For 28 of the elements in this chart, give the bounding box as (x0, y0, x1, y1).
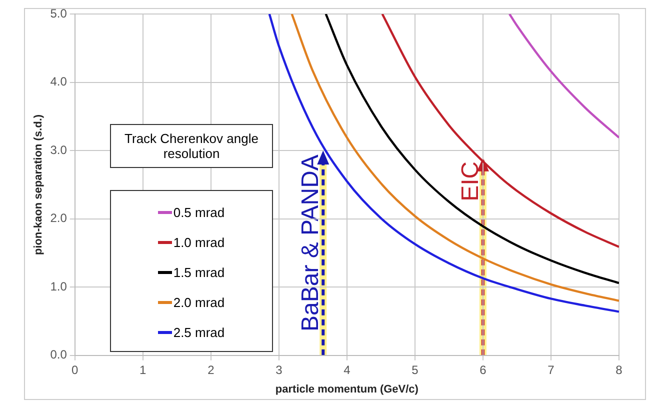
x-tick-label: 4 (344, 362, 351, 377)
x-tick-label: 6 (480, 362, 487, 377)
legend-label: 2.0 mrad (173, 294, 225, 310)
x-tick-label: 3 (276, 362, 283, 377)
x-tick-label: 0 (72, 362, 79, 377)
line-series (508, 14, 619, 139)
legend-label: 1.0 mrad (173, 234, 225, 250)
y-tick-label: 4.0 (50, 74, 68, 89)
x-axis-title: particle momentum (GeV/c) (275, 383, 419, 396)
legend-label: 2.5 mrad (173, 324, 225, 340)
y-axis-title: pion-kaon separation (s.d.) (32, 114, 45, 255)
y-tick-label: 0.0 (50, 348, 68, 362)
y-tick-label: 1.0 (50, 279, 68, 294)
legend-title: Track Cherenkov angle resolution (110, 124, 273, 168)
y-tick-label: 5.0 (50, 6, 68, 20)
line-series (381, 14, 619, 248)
legend-label: 1.5 mrad (173, 264, 225, 280)
x-tick-label: 2 (208, 362, 215, 377)
annotation: EIC (456, 161, 484, 202)
legend-label: 0.5 mrad (173, 204, 225, 220)
annotation: BaBar & PANDA (297, 154, 324, 332)
x-tick-label: 1 (140, 362, 147, 377)
line-series (324, 14, 619, 284)
y-tick-label: 3.0 (50, 142, 68, 157)
x-tick-label: 8 (616, 362, 623, 377)
x-tick-label: 5 (412, 362, 419, 377)
y-tick-label: 2.0 (50, 211, 68, 226)
x-tick-label: 7 (548, 362, 555, 377)
